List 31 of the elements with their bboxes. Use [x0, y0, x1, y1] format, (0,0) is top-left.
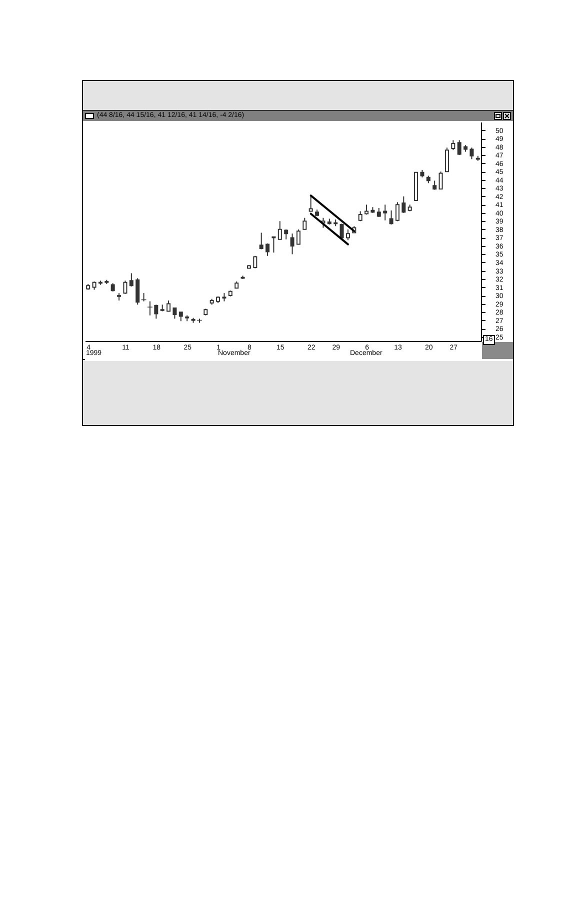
candlestick [296, 228, 300, 245]
candlestick [451, 140, 456, 151]
candlestick [129, 272, 134, 287]
candlestick [457, 140, 462, 156]
candlestick [383, 204, 388, 221]
candlestick [346, 228, 350, 241]
candlestick [470, 147, 474, 160]
candlestick [290, 233, 294, 255]
candlestick [278, 220, 282, 240]
candlestick [123, 280, 128, 294]
candlestick [444, 147, 449, 172]
candlestick [178, 312, 183, 322]
candlestick [141, 292, 146, 302]
candlestick [266, 242, 270, 256]
candlestick [272, 236, 276, 254]
candlestick [284, 228, 288, 240]
candlestick [302, 217, 307, 230]
candlestick [395, 202, 400, 222]
candlestick [259, 232, 264, 250]
candlestick [376, 207, 381, 218]
candlestick [340, 223, 344, 240]
candlestick [166, 300, 171, 312]
candlestick [432, 180, 437, 190]
candlestick [438, 171, 443, 190]
candlestick [402, 196, 406, 214]
candlestick [172, 307, 177, 320]
candlestick [308, 195, 313, 212]
candlestick [364, 204, 369, 216]
candlestick [136, 278, 140, 306]
candlestick [253, 255, 258, 269]
candlestick [389, 210, 394, 225]
